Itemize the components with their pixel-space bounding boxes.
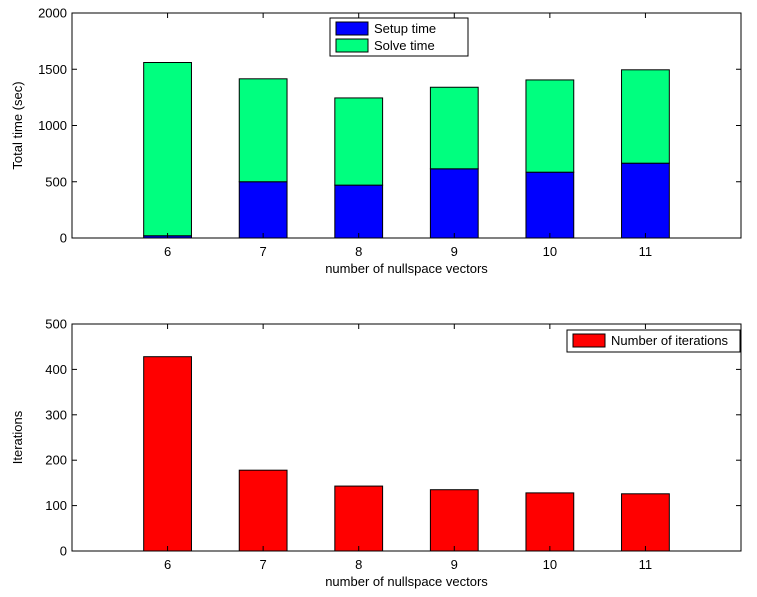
bar-setup-time-11: [621, 162, 670, 239]
y-tick-label: 0: [60, 231, 67, 246]
plot-area: [71, 323, 742, 552]
bar-setup-time-7: [238, 181, 288, 239]
x-tick-label: 9: [451, 244, 458, 259]
y-tick-label: 500: [45, 174, 67, 189]
bar-solve-time-8: [334, 97, 384, 186]
bar-setup-time-9: [429, 168, 479, 239]
y-tick-label: 200: [45, 453, 67, 468]
x-tick-label: 8: [355, 244, 362, 259]
y-tick-label: 1000: [38, 118, 67, 133]
bar-number-of-iterations-8: [334, 485, 384, 552]
bar-solve-time-10: [525, 79, 575, 173]
bar-solve-time-11: [621, 69, 670, 164]
y-tick-label: 2000: [38, 6, 67, 21]
bar-number-of-iterations-11: [621, 493, 670, 552]
bar-number-of-iterations-6: [143, 356, 192, 552]
y-tick-label: 1500: [38, 62, 67, 77]
y-axis-label: Total time (sec): [10, 81, 25, 169]
chart-1: 6 7 8 9 10 11 0 500 1000 1500 2000 number of nullsp…: [10, 6, 742, 276]
x-axis-label: number of nullspace vectors: [325, 261, 488, 276]
bar-solve-time-9: [429, 86, 479, 170]
legend-label: Setup time: [374, 21, 436, 36]
x-tick-label: 11: [639, 557, 653, 572]
bar-setup-time-8: [334, 184, 384, 239]
y-tick-label: 300: [45, 407, 67, 422]
bar-number-of-iterations-9: [429, 489, 479, 552]
bar-setup-time-10: [525, 171, 575, 239]
x-tick-label: 10: [543, 557, 557, 572]
y-tick-label: 400: [45, 362, 67, 377]
x-tick-label: 7: [260, 557, 267, 572]
x-axis-label: number of nullspace vectors: [325, 574, 488, 589]
legend-swatch: [335, 21, 369, 36]
y-axis-label: Iterations: [10, 410, 25, 464]
legend-box: [566, 329, 741, 353]
legend: Setup time Solve time: [329, 17, 469, 57]
bar-solve-time-7: [238, 78, 288, 183]
legend-label: Number of iterations: [611, 333, 729, 348]
bar-number-of-iterations-10: [525, 492, 575, 552]
legend: Number of iterations: [566, 329, 741, 353]
y-tick-label: 0: [60, 544, 67, 559]
legend-swatch: [572, 333, 606, 348]
legend-swatch: [335, 38, 369, 53]
x-tick-label: 6: [164, 557, 171, 572]
bar-number-of-iterations-7: [238, 469, 288, 552]
chart-2: 6 7 8 9 10 11 0 100 200 300 400 500 number of nullsp…: [10, 317, 742, 589]
y-tick-label: 500: [45, 317, 67, 332]
x-tick-label: 9: [451, 557, 458, 572]
x-tick-label: 6: [164, 244, 171, 259]
x-tick-label: 8: [355, 557, 362, 572]
legend-label: Solve time: [374, 38, 435, 53]
x-tick-label: 7: [260, 244, 267, 259]
x-tick-label: 10: [543, 244, 557, 259]
y-tick-label: 100: [45, 498, 67, 513]
x-tick-label: 11: [639, 244, 653, 259]
bar-solve-time-6: [143, 62, 192, 237]
